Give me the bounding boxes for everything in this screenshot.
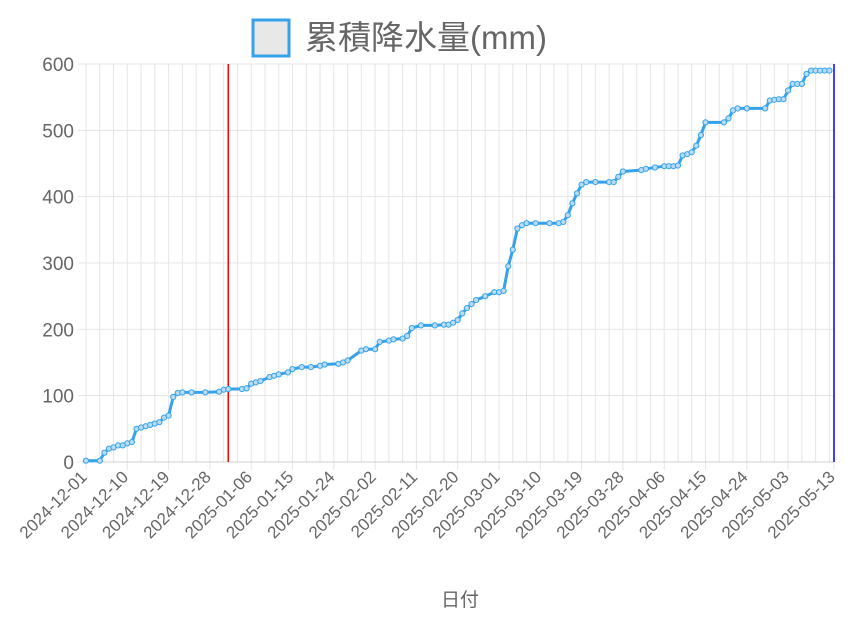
y-axis: 0 100 200 300 400 500 600 [42,55,74,474]
data-point[interactable] [188,389,195,396]
data-point[interactable] [289,366,296,373]
y-tick-label: 100 [42,387,74,408]
data-point[interactable] [468,301,475,308]
data-point[interactable] [785,87,792,94]
data-point[interactable] [500,287,507,294]
data-point[interactable] [688,149,695,156]
y-tick-label: 200 [42,320,74,341]
data-point[interactable] [417,322,425,329]
data-point[interactable] [532,220,539,227]
y-tick-label: 300 [42,254,74,275]
data-point[interactable] [128,439,135,446]
data-point[interactable] [298,364,305,371]
data-point[interactable] [509,246,516,253]
data-point[interactable] [803,70,810,78]
data-point[interactable] [482,293,489,300]
data-point[interactable] [762,105,769,112]
data-point[interactable] [619,168,627,175]
data-point[interactable] [321,361,328,368]
data-point[interactable] [720,119,728,126]
y-tick-label: 500 [42,121,74,142]
data-point[interactable] [390,336,397,343]
data-point[interactable] [408,324,415,332]
data-point[interactable] [463,305,470,312]
y-tick-label: 0 [63,453,74,474]
data-point[interactable] [170,393,177,401]
data-point[interactable] [372,346,379,353]
data-point[interactable] [459,310,466,317]
data-point[interactable] [546,220,553,227]
data-point[interactable] [473,297,480,304]
data-point[interactable] [344,357,351,364]
data-point[interactable] [569,200,576,207]
data-point[interactable] [243,385,250,392]
series [82,67,833,464]
data-point[interactable] [165,412,172,419]
data-point[interactable] [583,179,590,186]
data-point[interactable] [560,218,567,225]
data-point[interactable] [702,119,709,126]
data-point[interactable] [101,449,108,456]
data-point[interactable] [743,105,750,112]
data-point[interactable] [697,131,705,139]
data-point[interactable] [642,165,650,172]
data-point[interactable] [780,96,787,103]
data-point[interactable] [615,173,622,180]
data-point[interactable] [651,164,659,171]
data-point[interactable] [454,316,461,324]
data-point[interactable] [734,105,741,112]
data-point[interactable] [202,389,209,396]
data-point[interactable] [284,369,291,376]
data-point[interactable] [505,263,512,270]
data-point[interactable] [179,389,186,396]
data-point[interactable] [96,457,103,464]
data-point[interactable] [450,319,457,326]
data-point[interactable] [362,346,369,353]
data-point[interactable] [404,332,411,340]
y-tick-label: 400 [42,188,74,209]
data-point[interactable] [674,162,682,169]
data-point[interactable] [826,67,833,74]
data-point[interactable] [514,225,521,232]
data-point[interactable] [725,115,732,122]
legend-swatch[interactable] [251,18,291,58]
data-point[interactable] [257,378,264,385]
y-tick-label: 600 [42,55,74,76]
marker-lines [227,64,835,462]
data-point[interactable] [225,385,232,393]
data-point[interactable] [610,179,617,186]
data-point[interactable] [573,190,581,197]
grid [78,63,835,470]
data-point[interactable] [564,212,571,219]
data-point[interactable] [431,322,438,329]
x-axis: 2024-12-012024-12-102024-12-192024-12-28… [16,467,839,542]
data-point[interactable] [307,364,314,371]
legend-label[interactable]: 累積降水量(mm) [305,19,547,56]
data-point[interactable] [82,457,90,464]
data-point[interactable] [798,80,806,88]
data-point[interactable] [592,179,599,186]
data-point[interactable] [275,371,282,378]
data-point[interactable] [523,220,530,227]
data-point[interactable] [376,338,383,345]
legend[interactable]: 累積降水量(mm) [251,18,547,58]
data-point[interactable] [693,142,700,149]
data-point[interactable] [578,181,585,188]
data-point[interactable] [156,419,163,426]
data-point[interactable] [399,335,406,342]
x-axis-title: 日付 [441,589,479,611]
